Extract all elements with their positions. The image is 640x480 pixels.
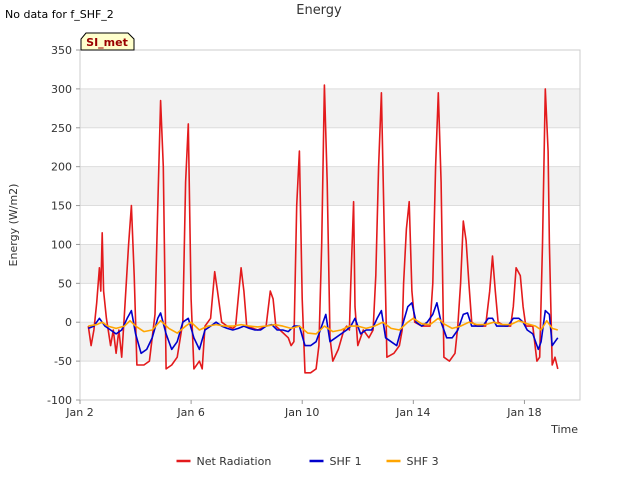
y-tick-label: 300 (51, 83, 72, 96)
site-badge-shape (80, 32, 135, 51)
band (80, 50, 580, 89)
band (80, 205, 580, 245)
y-tick-label: -100 (47, 394, 72, 407)
chart-title: Energy (296, 3, 342, 18)
series-line-shf-1 (87, 302, 559, 355)
x-tick-label: Jan 2 (65, 406, 93, 419)
site-badge-label: SI_met (86, 36, 128, 49)
legend-label: SHF 1 (330, 455, 362, 468)
y-tick-label: 350 (51, 44, 72, 57)
band (80, 127, 580, 167)
y-tick-label: 150 (51, 200, 72, 213)
y-tick-label: 200 (51, 161, 72, 174)
band (80, 88, 580, 128)
band (80, 166, 580, 206)
y-axis-label: Energy (W/m2) (7, 184, 20, 267)
site-badge: SI_met (80, 32, 135, 51)
x-tick-label: Jan 18 (506, 406, 541, 419)
band (80, 361, 580, 400)
legend-label: SHF 3 (407, 455, 439, 468)
x-axis-ticks: Jan 2 Jan 6 Jan 10 Jan 14 Jan 18 (65, 400, 542, 419)
y-tick-label: 0 (65, 316, 72, 329)
x-tick-label: Jan 14 (395, 406, 430, 419)
x-tick-label: Jan 6 (176, 406, 204, 419)
y-tick-label: -50 (54, 355, 72, 368)
legend: Net Radiation SHF 1 SHF 3 (176, 455, 439, 468)
x-axis-label: Time (550, 423, 578, 436)
x-tick-label: Jan 10 (284, 406, 319, 419)
series-line-shf-3 (88, 317, 559, 335)
y-tick-label: 250 (51, 122, 72, 135)
plot-frame (79, 49, 581, 401)
no-data-note: No data for f_SHF_2 (5, 8, 114, 21)
band (80, 244, 580, 284)
background-bands (80, 50, 580, 400)
series-group (87, 84, 559, 374)
legend-label: Net Radiation (197, 455, 272, 468)
y-tick-label: 50 (58, 277, 72, 290)
y-tick-label: 100 (51, 238, 72, 251)
y-axis-ticks: -100 -50 0 50 100 150 200 250 300 350 (47, 44, 80, 407)
